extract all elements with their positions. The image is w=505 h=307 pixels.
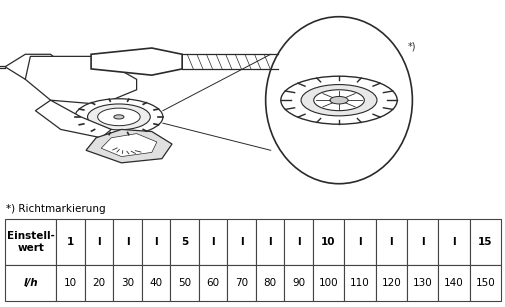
Ellipse shape: [265, 17, 412, 184]
Circle shape: [329, 96, 347, 104]
Polygon shape: [5, 54, 66, 79]
Text: *) Richtmarkierung: *) Richtmarkierung: [6, 204, 105, 214]
Circle shape: [87, 104, 150, 130]
Circle shape: [75, 99, 163, 135]
Circle shape: [313, 90, 364, 111]
Text: *): *): [407, 42, 415, 52]
Circle shape: [280, 76, 396, 124]
Polygon shape: [91, 48, 182, 75]
Polygon shape: [25, 56, 136, 104]
Circle shape: [97, 108, 140, 126]
Polygon shape: [86, 130, 172, 163]
Polygon shape: [35, 100, 111, 138]
Circle shape: [114, 115, 124, 119]
Polygon shape: [101, 134, 157, 157]
Circle shape: [300, 84, 376, 116]
